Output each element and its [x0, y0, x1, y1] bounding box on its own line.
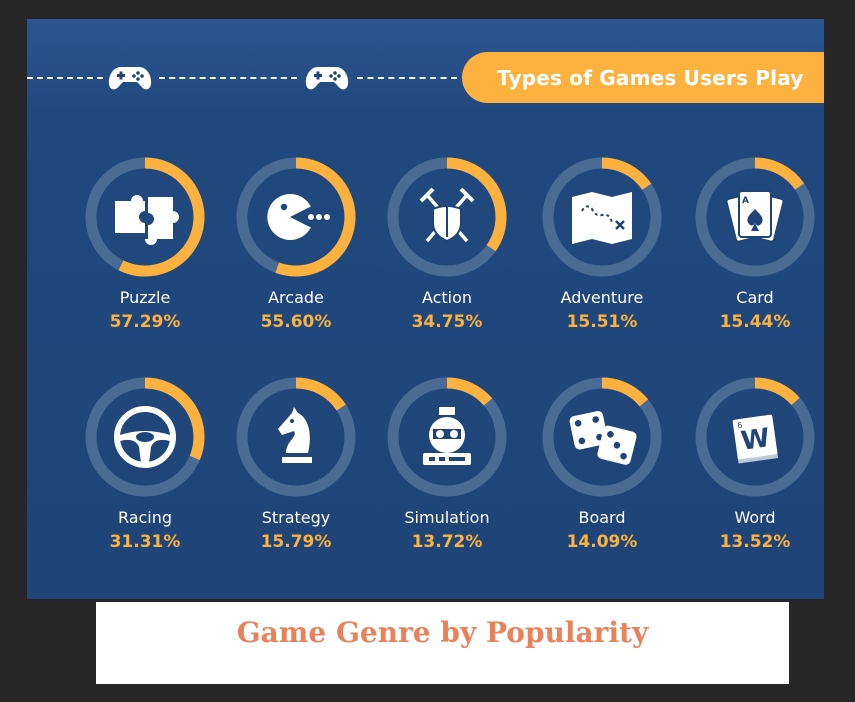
header-banner — [462, 52, 824, 103]
letter-tile-icon: W6 — [732, 414, 779, 464]
genre-card: A Card 15.44% — [680, 157, 824, 362]
genre-card: Strategy 15.79% — [221, 377, 371, 582]
crossed-swords-shield-icon — [419, 187, 475, 243]
genre-label: Puzzle — [119, 288, 171, 307]
genre-percentage: 31.31% — [109, 532, 181, 552]
genre-card: Racing 31.31% — [70, 377, 220, 582]
genre-percentage: 15.51% — [566, 312, 638, 332]
genre-ring — [542, 377, 662, 497]
genre-card: Adventure 15.51% — [527, 157, 677, 362]
genre-label: Board — [578, 508, 626, 527]
genre-ring — [387, 377, 507, 497]
chess-knight-icon — [278, 407, 312, 463]
genre-label: Simulation — [404, 508, 490, 527]
genre-ring — [85, 157, 205, 277]
value-arc — [85, 157, 205, 277]
genre-percentage: 14.09% — [566, 532, 638, 552]
genre-label: Racing — [117, 508, 173, 527]
genre-label: Arcade — [268, 288, 324, 307]
puzzle-icon — [115, 195, 179, 245]
genre-card: Action 34.75% — [372, 157, 522, 362]
value-arc — [236, 157, 356, 277]
value-arc — [387, 157, 507, 277]
value-arc — [542, 157, 662, 277]
header-dashed-line — [357, 77, 457, 79]
value-arc — [542, 377, 662, 497]
genre-ring — [85, 377, 205, 497]
gamepad-icon — [304, 64, 350, 96]
racing-simulator-icon — [423, 407, 471, 465]
value-arc — [236, 377, 356, 497]
genre-card: Simulation 13.72% — [372, 377, 522, 582]
genre-ring: A — [695, 157, 815, 277]
header-dashed-line — [27, 77, 103, 79]
svg-text:A: A — [742, 196, 749, 206]
genre-label: Word — [734, 508, 776, 527]
value-arc — [695, 157, 815, 277]
genre-ring — [387, 157, 507, 277]
playing-cards-icon: A — [725, 190, 785, 243]
genre-ring — [542, 157, 662, 277]
value-arc — [85, 377, 205, 497]
genre-ring — [236, 377, 356, 497]
genre-percentage: 34.75% — [411, 312, 483, 332]
genre-percentage: 13.52% — [719, 532, 791, 552]
genre-card: Board 14.09% — [527, 377, 677, 582]
value-arc — [695, 377, 815, 497]
genre-ring: W6 — [695, 377, 815, 497]
infographic-panel: Types of Games Users Play Puzzle 57.29% Ar… — [27, 19, 824, 599]
genre-label: Card — [736, 288, 774, 307]
genre-card: W 6 Word 13.52% — [680, 377, 824, 582]
steering-wheel-icon — [114, 406, 176, 468]
genre-ring — [236, 157, 356, 277]
header-dashed-line — [159, 77, 297, 79]
dice-icon — [569, 410, 637, 465]
genre-percentage: 15.79% — [260, 532, 332, 552]
figure-caption: Game Genre by Popularity — [236, 616, 649, 649]
genre-label: Strategy — [261, 508, 331, 527]
svg-text:6: 6 — [737, 421, 743, 431]
pacman-icon — [267, 194, 330, 240]
genre-label: Adventure — [560, 288, 644, 307]
genre-card: Puzzle 57.29% — [70, 157, 220, 362]
page-title: Types of Games Users Play — [497, 66, 804, 90]
treasure-map-icon — [572, 192, 632, 244]
value-arc — [387, 377, 507, 497]
genre-percentage: 15.44% — [719, 312, 791, 332]
genre-card: Arcade 55.60% — [221, 157, 371, 362]
genre-percentage: 57.29% — [109, 312, 181, 332]
svg-text:W: W — [739, 423, 772, 457]
genre-label: Action — [421, 288, 473, 307]
gamepad-icon — [107, 64, 153, 96]
genre-percentage: 55.60% — [260, 312, 332, 332]
caption-box: Game Genre by Popularity — [96, 602, 789, 684]
genre-percentage: 13.72% — [411, 532, 483, 552]
